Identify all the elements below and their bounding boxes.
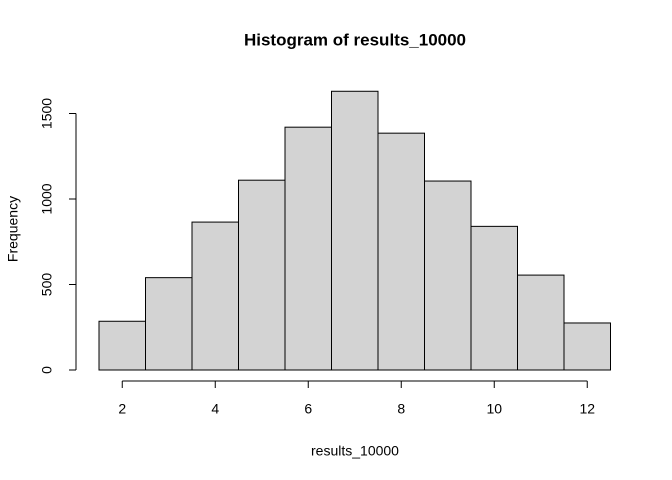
bar xyxy=(331,90,379,371)
bar xyxy=(238,179,286,371)
bar xyxy=(145,277,193,371)
bar xyxy=(517,274,565,371)
bar xyxy=(284,126,332,371)
bar xyxy=(470,225,518,371)
y-tick-label: 1000 xyxy=(39,183,55,214)
chart-title: Histogram of results_10000 xyxy=(244,30,466,49)
x-tick-label: 12 xyxy=(579,401,595,417)
y-tick-label: 1500 xyxy=(39,98,55,129)
x-tick-label: 8 xyxy=(397,401,405,417)
x-axis-label: results_10000 xyxy=(311,443,399,459)
bar xyxy=(424,180,472,371)
bar xyxy=(191,221,239,371)
y-tick-label: 0 xyxy=(39,366,55,374)
y-axis-label: Frequency xyxy=(5,196,21,262)
x-tick-label: 10 xyxy=(486,401,502,417)
x-tick-label: 2 xyxy=(118,401,126,417)
bar xyxy=(563,322,611,371)
y-tick-label: 500 xyxy=(39,273,55,297)
bar xyxy=(377,132,425,371)
x-tick-label: 6 xyxy=(304,401,312,417)
x-tick-label: 4 xyxy=(211,401,219,417)
bar xyxy=(98,320,146,371)
